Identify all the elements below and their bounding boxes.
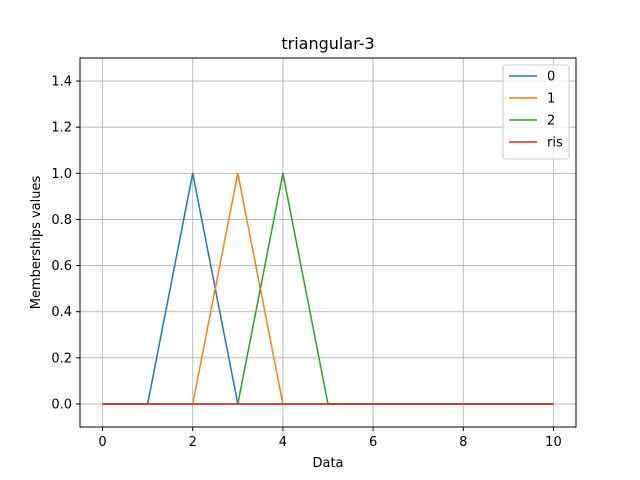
y-axis-label: Memberships values [29, 176, 44, 310]
y-tick-label: 1.4 [51, 75, 72, 90]
x-tick-label: 6 [369, 435, 377, 450]
legend-label: ris [547, 136, 563, 151]
y-tick-label: 0.2 [51, 351, 72, 366]
x-tick-label: 2 [189, 435, 197, 450]
axis-ticks: 0 2 4 6 8 10 0.0 0.2 0.4 0.6 0.8 1.0 1.2 1.4 [51, 75, 561, 450]
y-tick-label: 1.0 [51, 167, 72, 182]
chart-title: triangular-3 [281, 34, 374, 53]
grid-lines [80, 58, 576, 427]
legend-label: 1 [547, 92, 555, 107]
legend-label: 2 [547, 114, 555, 129]
y-tick-label: 0.0 [51, 397, 72, 412]
y-tick-label: 0.4 [51, 305, 72, 320]
x-tick-label: 0 [98, 435, 106, 450]
legend-label: 0 [547, 70, 555, 85]
plot-frame [79, 57, 577, 428]
x-tick-label: 8 [459, 435, 467, 450]
legend: 0 1 2 ris [502, 64, 570, 160]
legend-box [502, 64, 570, 160]
x-tick-label: 4 [279, 435, 287, 450]
x-tick-label: 10 [545, 435, 562, 450]
y-tick-label: 0.8 [51, 213, 72, 228]
y-tick-label: 0.6 [51, 259, 72, 274]
y-tick-label: 1.2 [51, 121, 72, 136]
series-lines [102, 172, 554, 405]
x-axis-label: Data [312, 456, 343, 471]
